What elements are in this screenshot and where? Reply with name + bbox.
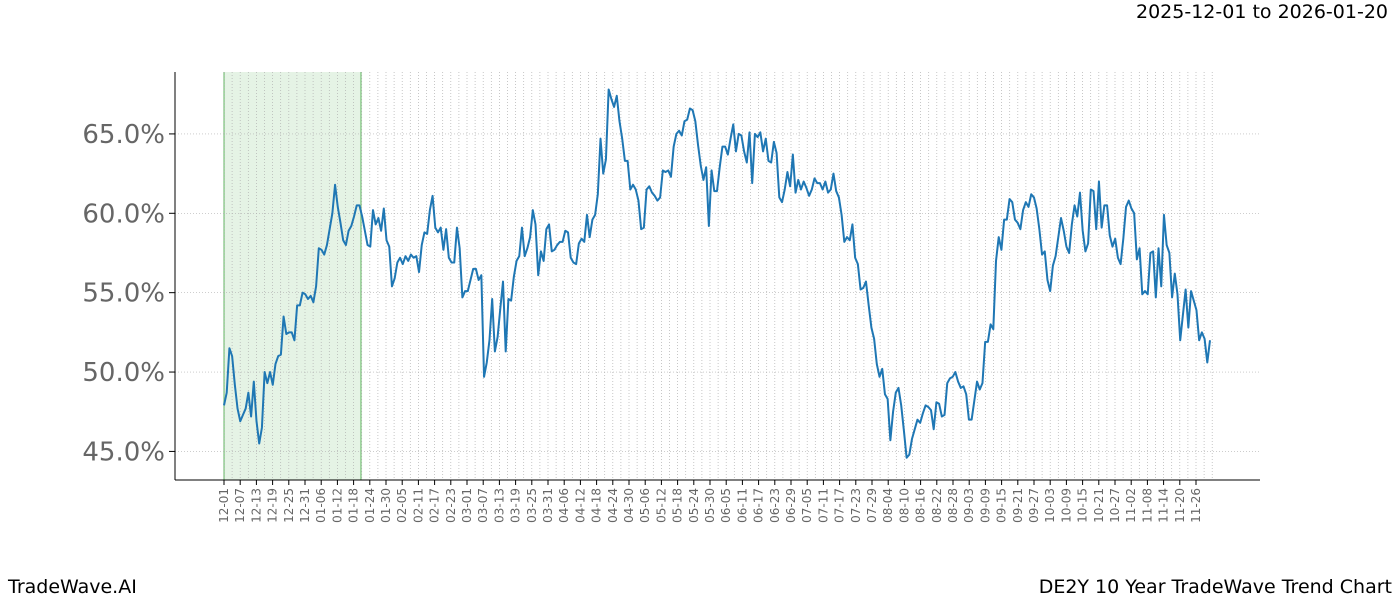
y-tick-label: 45.0% [82,437,165,467]
x-tick-label: 05-30 [703,488,717,523]
x-tick-label: 03-07 [476,488,490,523]
x-tick-label: 10-09 [1059,488,1073,523]
x-tick-label: 01-18 [347,488,361,523]
y-tick-label: 50.0% [82,358,165,388]
x-tick-label: 05-18 [671,488,685,523]
x-tick-label: 08-22 [930,488,944,523]
x-tick-labels: 12-01 12-07 12-13 12-19 12-25 12-31 01-06 01-12… [217,480,1203,523]
x-tick-label: 10-21 [1092,488,1106,523]
x-tick-label: 07-11 [816,488,830,523]
x-tick-label: 02-17 [428,488,442,523]
x-tick-label: 12-19 [266,488,280,523]
x-tick-label: 01-06 [314,488,328,523]
y-tick-label: 60.0% [82,199,165,229]
x-tick-label: 04-12 [573,488,587,523]
x-tick-label: 06-17 [752,488,766,523]
x-tick-label: 03-01 [460,488,474,523]
x-tick-label: 01-30 [379,488,393,523]
x-tick-label: 07-23 [849,488,863,523]
x-tick-label: 04-24 [606,488,620,523]
highlight-layer [223,72,362,480]
x-tick-label: 11-02 [1124,488,1138,523]
x-tick-label: 05-24 [687,488,701,523]
x-tick-label: 08-16 [914,488,928,523]
x-tick-label: 06-05 [719,488,733,523]
x-tick-label: 03-13 [492,488,506,523]
y-tick-labels: 45.0% 50.0% 55.0% 60.0% 65.0% [82,120,165,468]
x-tick-label: 09-15 [995,488,1009,523]
y-tick-label: 65.0% [82,120,165,150]
x-tick-label: 12-25 [282,488,296,523]
x-tick-label: 12-01 [217,488,231,523]
highlight-band [224,72,361,480]
x-tick-label: 09-27 [1027,488,1041,523]
x-tick-label: 04-18 [590,488,604,523]
x-tick-label: 12-13 [249,488,263,523]
x-tick-label: 01-24 [363,488,377,523]
x-tick-label: 02-23 [444,488,458,523]
x-tick-label: 09-09 [978,488,992,523]
x-tick-label: 11-14 [1157,488,1171,523]
x-tick-label: 05-12 [654,488,668,523]
x-tick-label: 03-19 [509,488,523,523]
x-tick-label: 02-05 [395,488,409,523]
x-tick-label: 02-11 [411,488,425,523]
x-tick-label: 07-29 [865,488,879,523]
date-range: 2025-12-01 to 2026-01-20 [1136,1,1388,23]
x-tick-label: 12-07 [233,488,247,523]
x-tick-label: 07-05 [800,488,814,523]
x-tick-label: 10-27 [1108,488,1122,523]
x-tick-label: 01-12 [330,488,344,523]
x-tick-label: 06-29 [784,488,798,523]
x-tick-label: 06-11 [735,488,749,523]
x-tick-label: 04-06 [557,488,571,523]
chart-title: DE2Y 10 Year TradeWave Trend Chart [1038,576,1392,598]
horizontal-grid [169,133,1260,452]
x-tick-label: 06-23 [768,488,782,523]
x-tick-label: 11-20 [1173,488,1187,523]
x-tick-label: 11-26 [1189,488,1203,523]
y-tick-label: 55.0% [82,279,165,309]
x-tick-label: 07-17 [833,488,847,523]
x-tick-label: 08-10 [897,488,911,523]
x-tick-label: 05-06 [638,488,652,523]
axes [174,72,1260,481]
vertical-grid [223,72,1213,480]
x-tick-label: 03-25 [525,488,539,523]
x-tick-label: 08-28 [946,488,960,523]
x-tick-label: 04-30 [622,488,636,523]
x-tick-label: 09-03 [962,488,976,523]
x-tick-label: 03-31 [541,488,555,523]
x-tick-label: 12-31 [298,488,312,523]
x-tick-label: 09-21 [1011,488,1025,523]
brand-label: TradeWave.AI [8,576,137,598]
series-layer [223,88,1211,459]
x-tick-label: 11-08 [1140,488,1154,523]
x-tick-label: 10-03 [1043,488,1057,523]
x-tick-label: 08-04 [881,488,895,523]
trend-line [223,88,1211,459]
x-tick-label: 10-15 [1076,488,1090,523]
